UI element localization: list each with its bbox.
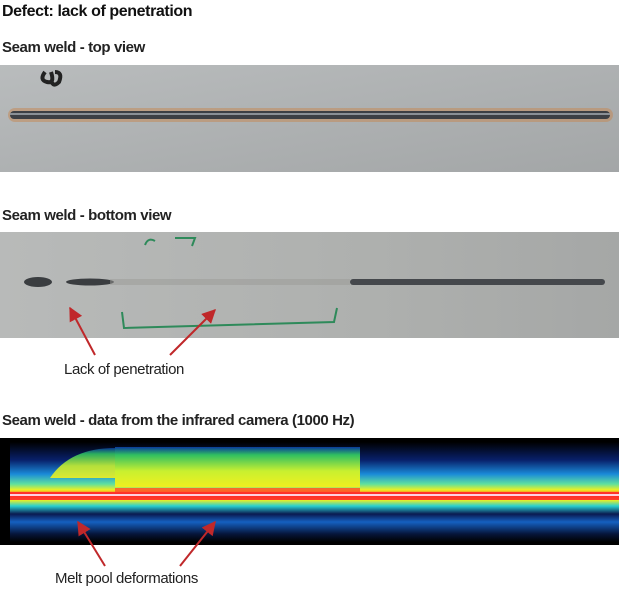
weld-spot [24,277,52,287]
arrow [179,520,216,567]
ir-melt-line [115,488,360,492]
panel-label: Seam weld - bottom view [2,207,172,224]
marker-scribble [40,70,63,87]
top-view-photo [0,65,619,172]
unpenetrated-zone [110,279,350,285]
annotation: Lack of penetration [64,361,184,378]
arrow [77,520,106,567]
marker-scribble [121,307,338,330]
bead-highlight [10,113,610,115]
annotation: Melt pool deformations [55,570,198,587]
ir-hot-zone [115,447,360,487]
arrow [69,306,96,356]
weld-root [350,279,605,285]
weld-spot [66,278,114,286]
marker-scribble [144,237,197,247]
infrared-image [0,438,619,545]
title: Defect: lack of penetration [2,3,192,20]
arrow [169,309,216,356]
panel-label: Seam weld - top view [2,39,146,56]
ir-melt-core [10,494,619,496]
ir-edge [0,438,10,545]
panel-label: Seam weld - data from the infrared camer… [2,412,355,429]
bottom-view-photo [0,232,619,338]
ir-hot-zone [50,448,115,478]
